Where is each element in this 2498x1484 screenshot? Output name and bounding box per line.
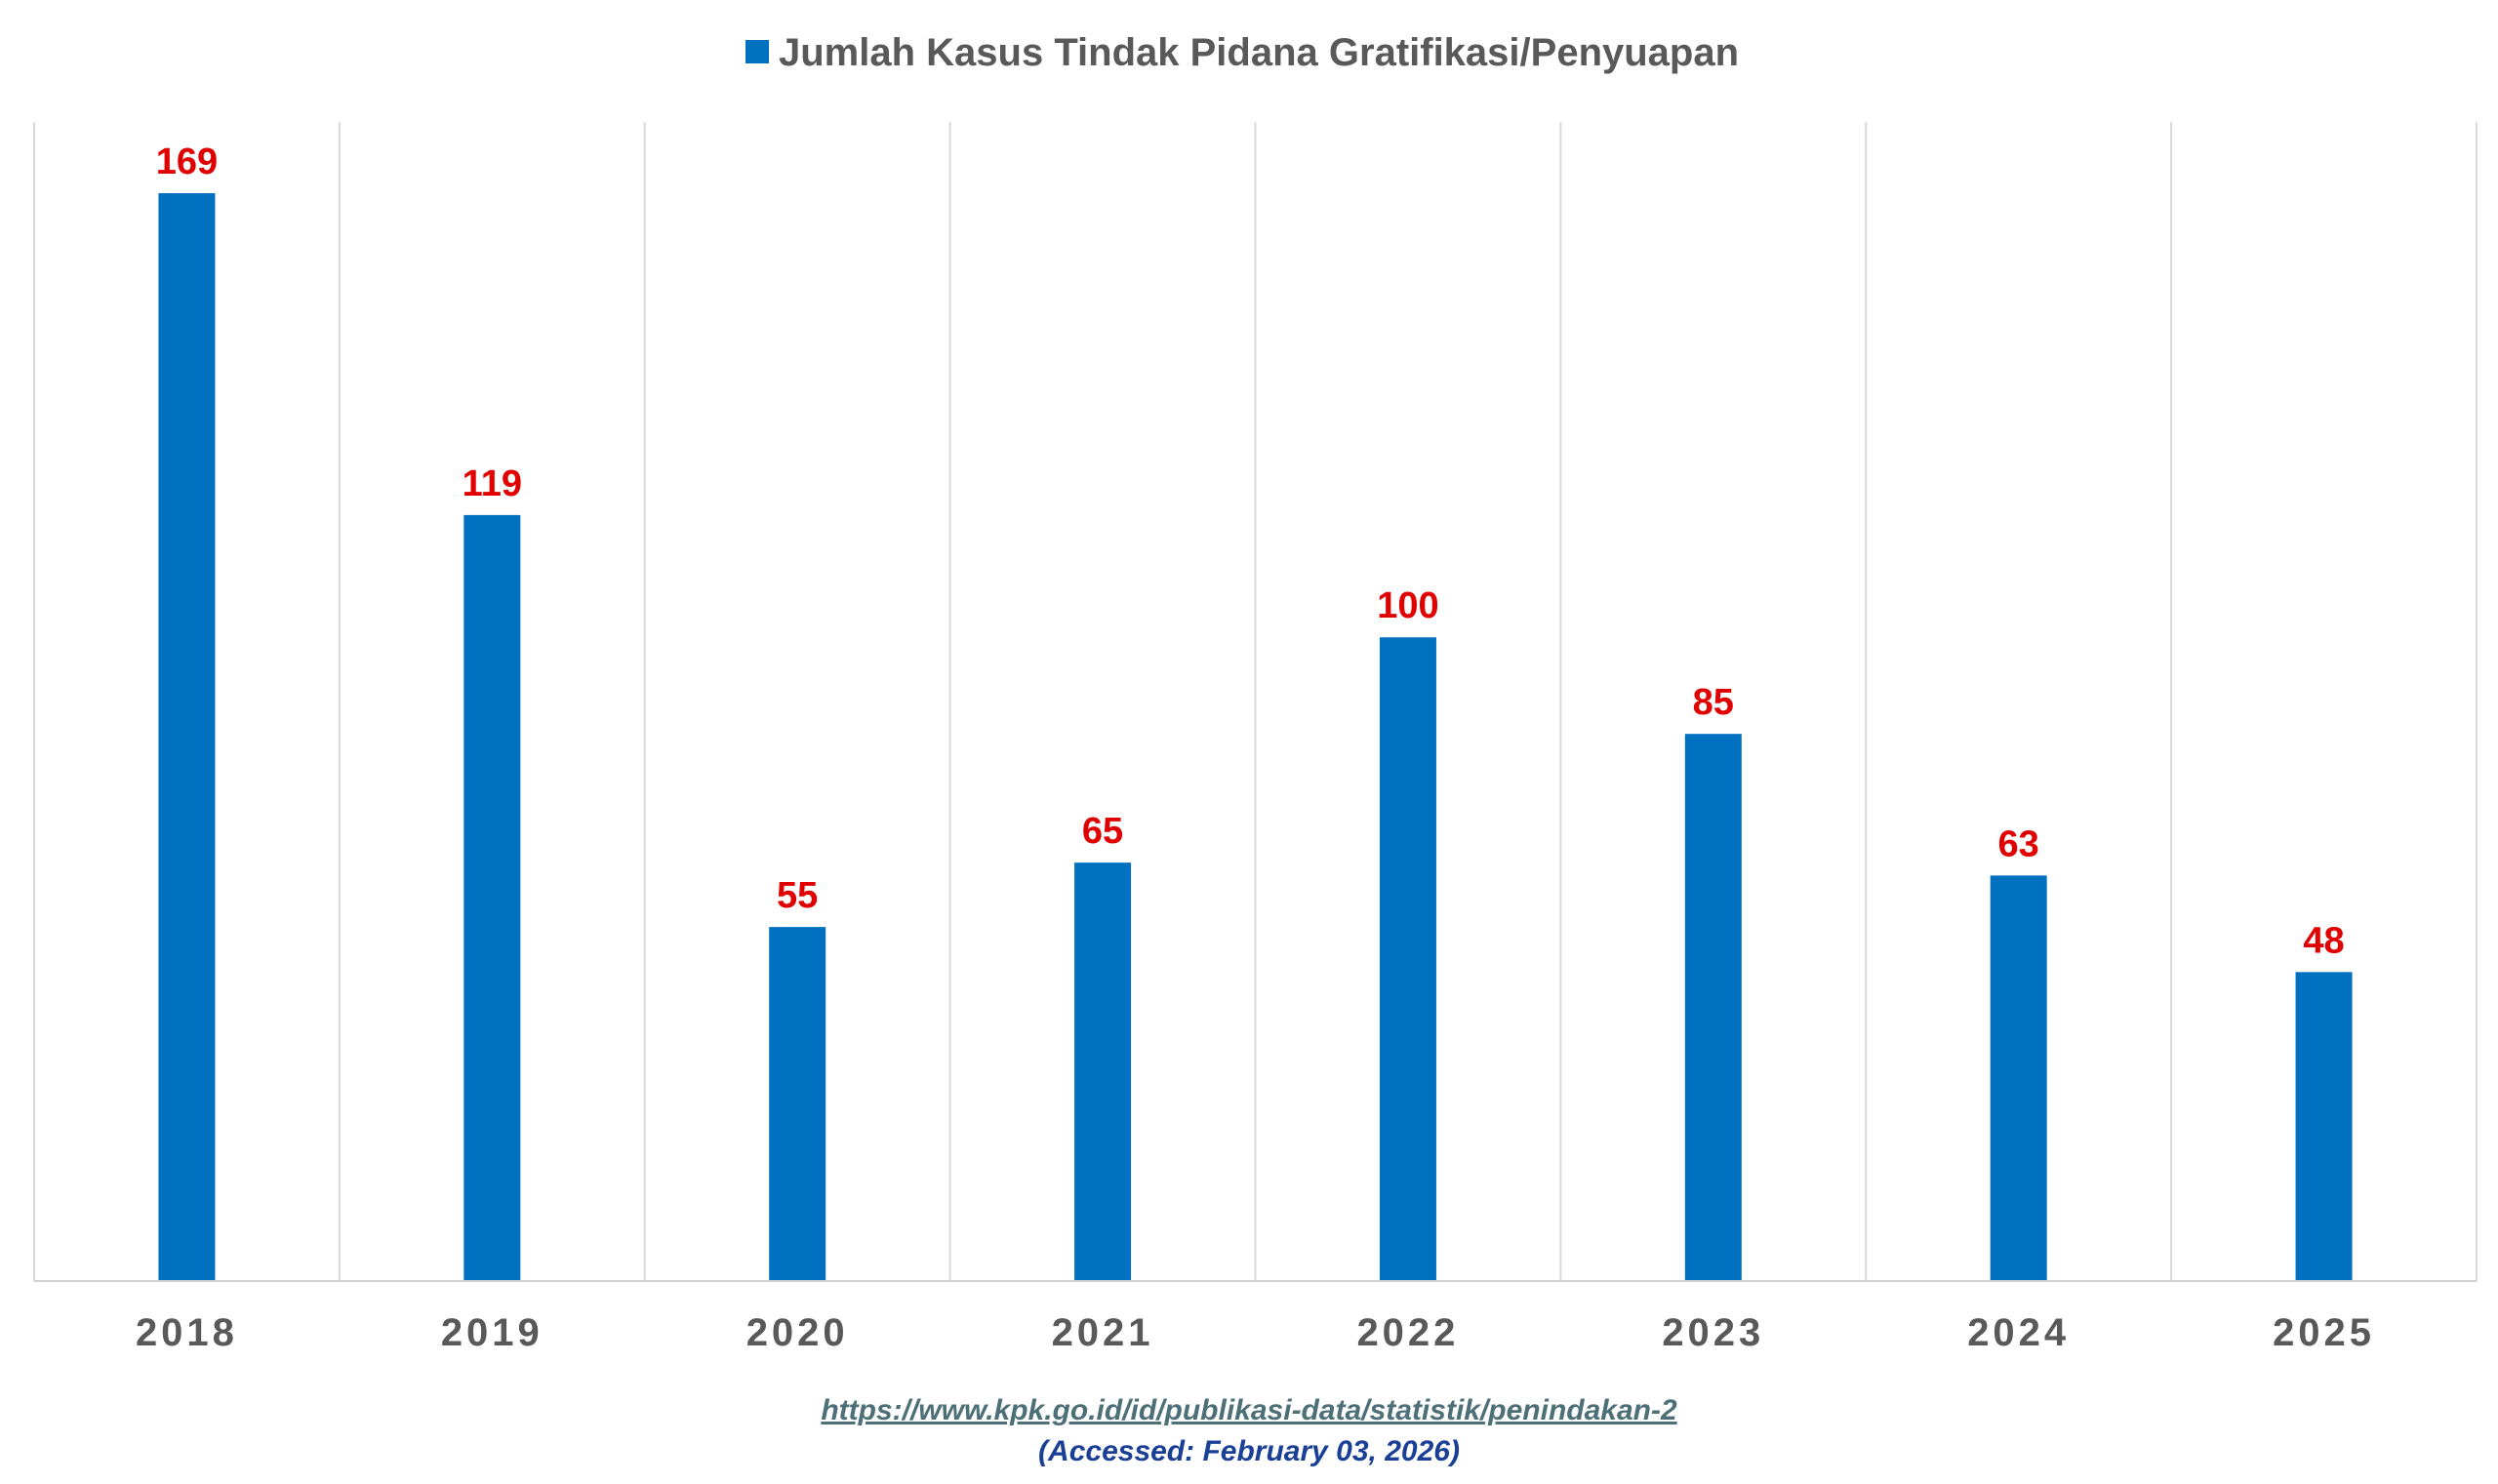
x-tick-label-2019: 2019 <box>441 1311 544 1354</box>
x-tick-label-2021: 2021 <box>1052 1311 1154 1354</box>
data-labels: 169 119 55 65 100 85 63 48 <box>156 141 2345 961</box>
legend-swatch <box>745 40 769 63</box>
legend: Jumlah Kasus Tindak Pidana Gratifikasi/P… <box>745 31 1739 74</box>
bar-2021 <box>1074 862 1132 1281</box>
source-note: https://www.kpk.go.id/id/publikasi-data/… <box>821 1394 1677 1467</box>
data-label-2021: 65 <box>1082 811 1123 852</box>
x-tick-label-2018: 2018 <box>136 1311 238 1354</box>
source-accessed-date: (Accessed: February 03, 2026) <box>1038 1435 1460 1467</box>
bar-2025 <box>2295 972 2353 1281</box>
data-label-2018: 169 <box>156 141 218 182</box>
data-label-2024: 63 <box>1998 823 2039 864</box>
data-label-2025: 48 <box>2303 920 2344 961</box>
x-tick-label-2020: 2020 <box>746 1311 849 1354</box>
x-tick-label-2025: 2025 <box>2273 1311 2375 1354</box>
bar-2020 <box>769 927 826 1281</box>
bar-2024 <box>1990 875 2047 1281</box>
data-label-2023: 85 <box>1693 682 1734 723</box>
x-tick-label-2022: 2022 <box>1356 1311 1459 1354</box>
gridlines <box>33 122 2478 1281</box>
bar-2023 <box>1684 734 1742 1281</box>
data-label-2019: 119 <box>463 463 522 504</box>
bar-2018 <box>158 193 216 1281</box>
source-url[interactable]: https://www.kpk.go.id/id/publikasi-data/… <box>821 1394 1677 1426</box>
legend-label: Jumlah Kasus Tindak Pidana Gratifikasi/P… <box>779 31 1739 74</box>
x-tick-labels: 2018 2019 2020 2021 2022 2023 2024 2025 <box>136 1311 2375 1354</box>
bars <box>158 193 2353 1281</box>
data-label-2020: 55 <box>777 875 818 916</box>
bar-2019 <box>463 514 521 1281</box>
x-tick-label-2024: 2024 <box>1967 1311 2070 1354</box>
data-label-2022: 100 <box>1377 585 1438 626</box>
x-tick-label-2023: 2023 <box>1662 1311 1764 1354</box>
bar-2022 <box>1379 637 1436 1281</box>
